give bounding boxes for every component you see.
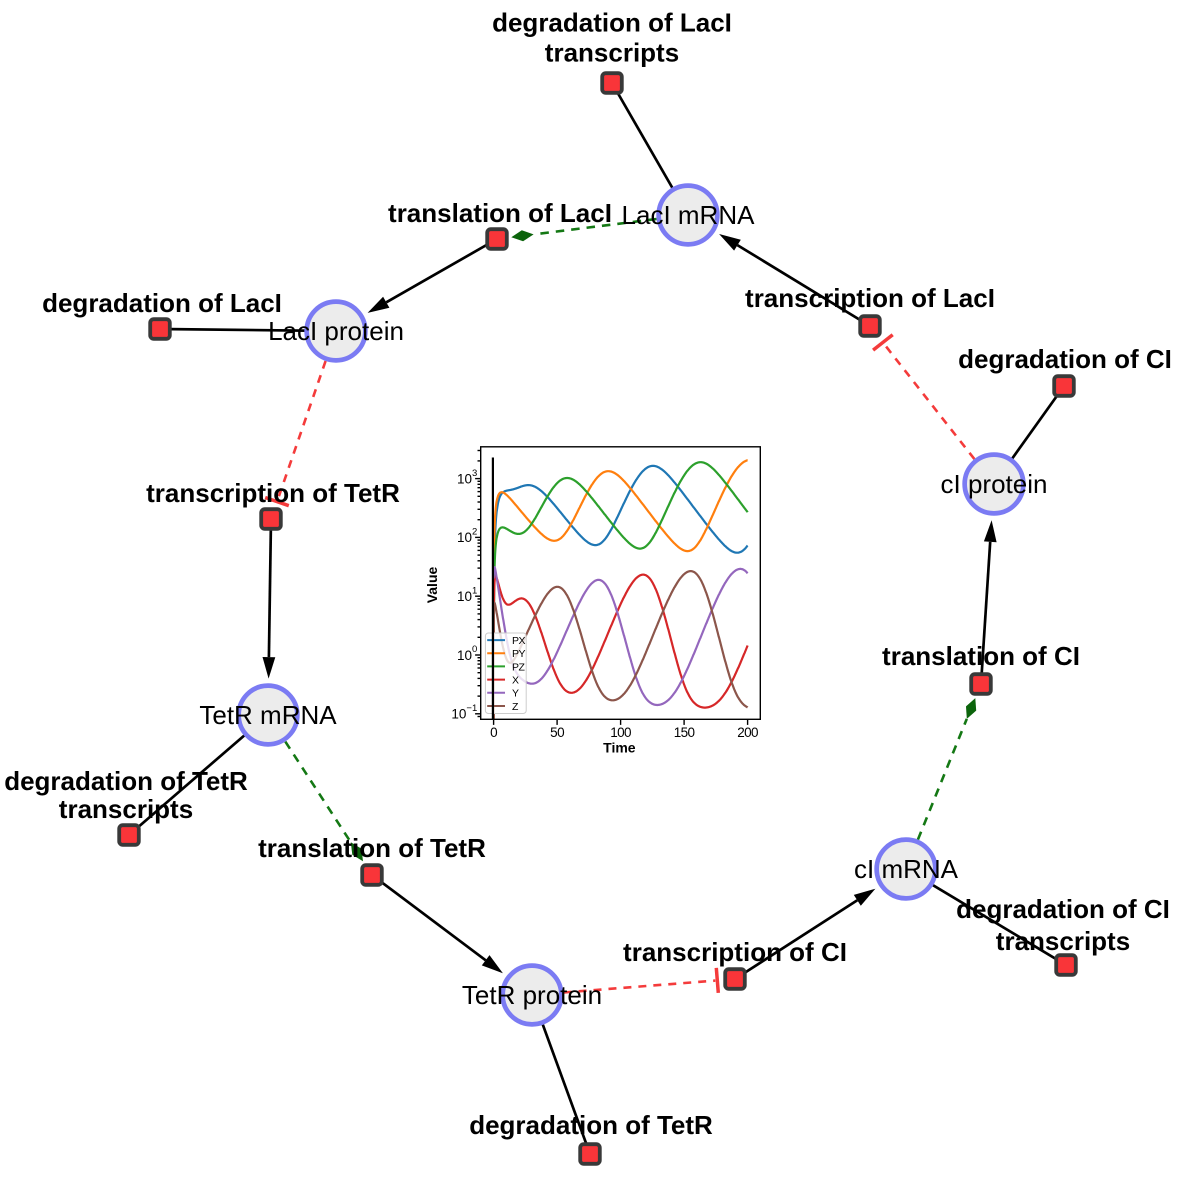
svg-text:cI protein: cI protein	[941, 469, 1048, 499]
svg-text:1: 1	[472, 585, 477, 596]
svg-text:transcripts: transcripts	[59, 794, 193, 824]
svg-text:200: 200	[737, 725, 758, 740]
svg-text:10: 10	[457, 589, 472, 604]
svg-text:Value: Value	[424, 567, 440, 604]
svg-text:translation of LacI: translation of LacI	[388, 198, 612, 228]
svg-text:0: 0	[472, 644, 477, 655]
svg-text:−1: −1	[466, 703, 477, 714]
svg-text:150: 150	[674, 725, 695, 740]
svg-text:TetR mRNA: TetR mRNA	[199, 700, 337, 730]
svg-text:10: 10	[457, 648, 472, 663]
svg-text:3: 3	[472, 468, 477, 479]
svg-text:degradation of LacI: degradation of LacI	[492, 8, 732, 38]
svg-text:transcription of CI: transcription of CI	[623, 937, 847, 967]
svg-text:degradation of CI: degradation of CI	[958, 344, 1172, 374]
svg-text:10: 10	[457, 530, 472, 545]
svg-text:LacI mRNA: LacI mRNA	[622, 200, 756, 230]
svg-text:transcription of LacI: transcription of LacI	[745, 283, 995, 313]
svg-text:Z: Z	[512, 701, 519, 713]
svg-text:Time: Time	[603, 740, 636, 756]
svg-text:10: 10	[457, 471, 472, 486]
svg-text:translation of CI: translation of CI	[882, 641, 1080, 671]
svg-text:translation of TetR: translation of TetR	[258, 833, 486, 863]
svg-text:LacI protein: LacI protein	[268, 316, 404, 346]
svg-text:transcription of TetR: transcription of TetR	[146, 478, 400, 508]
svg-text:X: X	[512, 675, 519, 687]
svg-text:10: 10	[451, 707, 466, 722]
svg-text:degradation of TetR: degradation of TetR	[469, 1110, 713, 1140]
svg-text:50: 50	[550, 725, 564, 740]
svg-text:100: 100	[610, 725, 631, 740]
svg-text:2: 2	[472, 527, 477, 538]
svg-text:PZ: PZ	[512, 661, 526, 673]
svg-text:Y: Y	[512, 688, 519, 700]
svg-text:transcripts: transcripts	[545, 38, 679, 68]
svg-text:degradation of CI: degradation of CI	[956, 894, 1170, 924]
svg-text:degradation of LacI: degradation of LacI	[42, 288, 282, 318]
svg-text:cI mRNA: cI mRNA	[854, 854, 959, 884]
svg-text:TetR protein: TetR protein	[462, 980, 602, 1010]
svg-text:transcripts: transcripts	[996, 926, 1130, 956]
svg-text:0: 0	[490, 725, 497, 740]
svg-text:degradation of TetR: degradation of TetR	[4, 766, 248, 796]
svg-text:PY: PY	[512, 648, 526, 660]
svg-text:PX: PX	[512, 635, 526, 647]
